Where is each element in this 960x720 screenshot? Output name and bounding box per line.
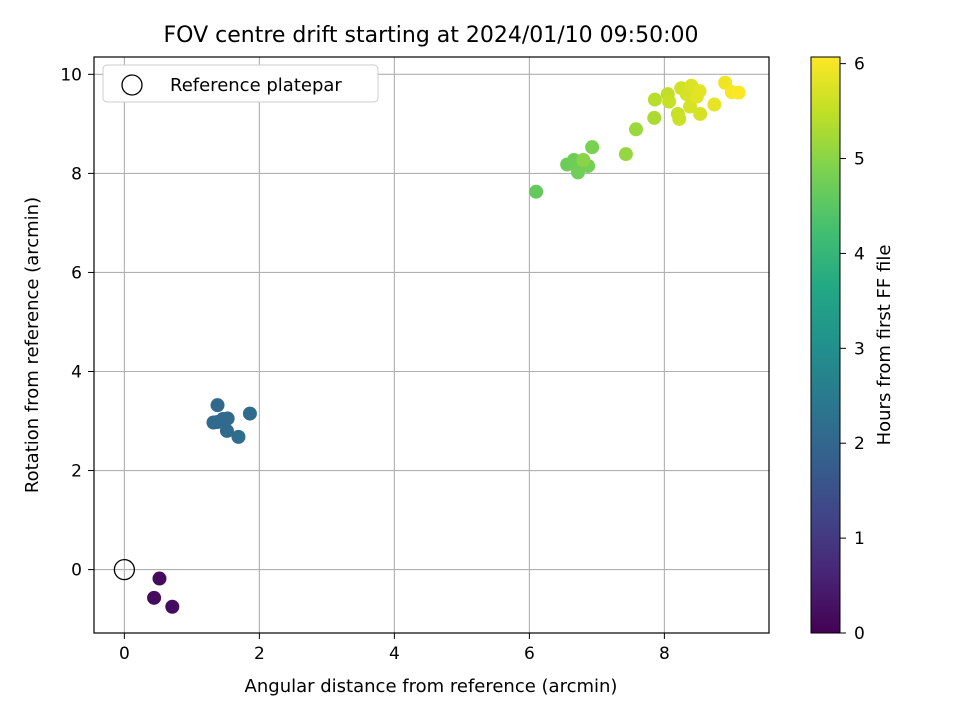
x-tick-label: 0	[119, 644, 130, 664]
colorbar-tick-label: 5	[854, 150, 865, 170]
data-point	[585, 140, 600, 155]
x-axis-label: Angular distance from reference (arcmin)	[245, 676, 618, 697]
data-point	[731, 85, 746, 100]
data-point	[152, 571, 167, 586]
x-tick-label: 4	[389, 644, 400, 664]
data-point	[647, 110, 662, 125]
colorbar: 0 1 2 3 4 5 6 Hours from first FF file	[810, 55, 895, 644]
data-point	[672, 111, 687, 126]
data-point	[629, 122, 644, 137]
colorbar-tick-label: 3	[854, 339, 865, 359]
colorbar-tick-label: 4	[854, 244, 865, 264]
colorbar-ticks: 0 1 2 3 4 5 6	[840, 55, 865, 644]
data-point	[576, 153, 591, 168]
data-point	[242, 406, 257, 421]
y-ticks: 0 2 4 6 8 10	[60, 65, 94, 581]
y-tick-label: 10	[60, 65, 82, 85]
plot-frame	[93, 56, 770, 634]
data-point	[165, 599, 180, 614]
data-point	[618, 147, 633, 162]
colorbar-tick-label: 0	[854, 624, 865, 644]
data-point	[529, 184, 544, 199]
legend-entry-reference-platepar: Reference platepar	[170, 75, 342, 96]
data-point	[210, 415, 225, 430]
data-point	[147, 590, 162, 605]
data-point	[692, 84, 707, 99]
data-point	[662, 94, 677, 109]
colorbar-gradient	[810, 56, 841, 634]
data-point	[683, 99, 698, 114]
y-tick-label: 4	[71, 362, 82, 382]
x-tick-label: 2	[254, 644, 265, 664]
colorbar-tick-label: 2	[854, 434, 865, 454]
y-axis-label: Rotation from reference (arcmin)	[22, 197, 43, 493]
chart-title: FOV centre drift starting at 2024/01/10 …	[164, 23, 699, 48]
x-tick-label: 6	[524, 644, 535, 664]
legend-marker-icon	[121, 74, 143, 96]
y-tick-label: 0	[71, 561, 82, 581]
colorbar-label: Hours from first FF file	[874, 245, 895, 446]
reference-platepar-marker	[113, 558, 136, 581]
data-point	[707, 97, 722, 112]
x-tick-label: 8	[659, 644, 670, 664]
x-ticks: 0 2 4 6 8	[119, 633, 670, 664]
data-point	[231, 429, 246, 444]
data-point	[570, 165, 585, 180]
y-tick-label: 8	[71, 164, 82, 184]
colorbar-tick-label: 1	[854, 529, 865, 549]
grid	[94, 57, 769, 633]
data-point	[210, 398, 225, 413]
data-points	[147, 75, 746, 614]
reference-marker-group	[113, 558, 136, 581]
legend-box	[102, 64, 379, 103]
data-point	[219, 423, 234, 438]
colorbar-tick-label: 6	[854, 55, 865, 75]
legend: Reference platepar	[102, 64, 379, 103]
y-tick-label: 2	[71, 462, 82, 482]
data-point	[647, 92, 662, 107]
y-tick-label: 6	[71, 263, 82, 283]
data-point	[693, 106, 708, 121]
